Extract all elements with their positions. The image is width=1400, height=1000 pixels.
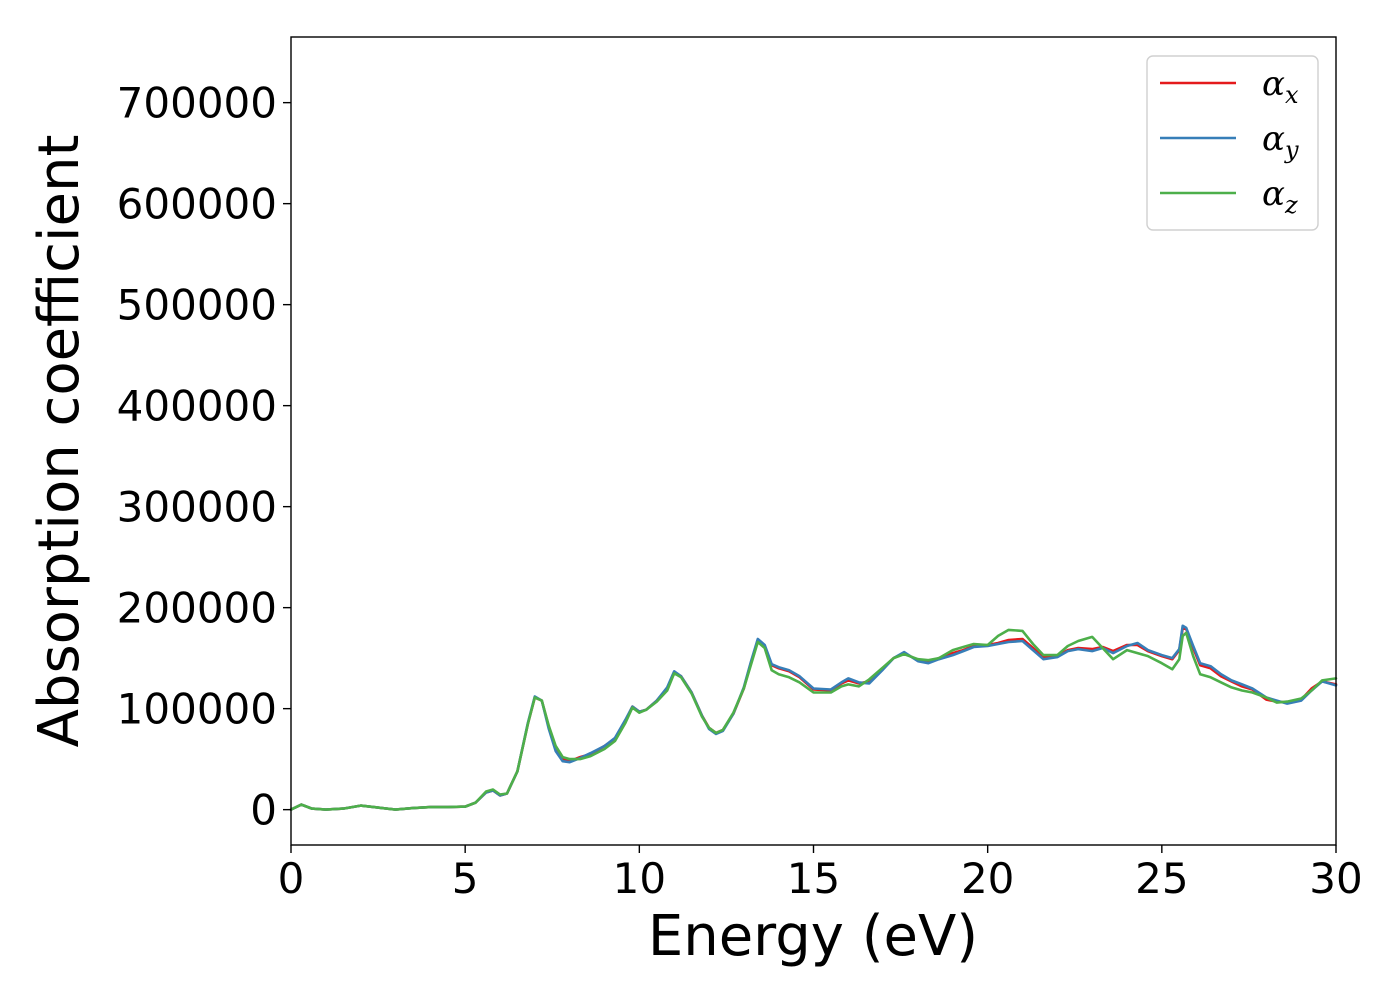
y-tick-label: 0 xyxy=(250,786,277,835)
x-tick-label: 15 xyxy=(787,854,840,903)
x-axis-label: Energy (eV) xyxy=(648,904,978,969)
x-tick-label: 25 xyxy=(1135,854,1188,903)
y-tick-label: 200000 xyxy=(117,584,277,633)
y-tick-label: 600000 xyxy=(117,180,277,229)
y-tick-label: 400000 xyxy=(117,382,277,431)
x-tick-label: 10 xyxy=(613,854,666,903)
y-tick-label: 300000 xyxy=(117,483,277,532)
series-group xyxy=(289,624,1338,811)
y-tick-label: 100000 xyxy=(117,685,277,734)
y-tick-label: 700000 xyxy=(117,79,277,128)
x-tick-label: 20 xyxy=(961,854,1014,903)
y-axis-label: Absorption coefficient xyxy=(27,135,92,748)
x-tick-label: 0 xyxy=(278,854,305,903)
x-tick-label: 30 xyxy=(1309,854,1362,903)
x-axis: 0 5 10 15 20 25 30 xyxy=(278,845,1363,903)
y-tick-label: 500000 xyxy=(117,281,277,330)
legend-box xyxy=(1146,55,1319,231)
x-tick-label: 5 xyxy=(452,854,479,903)
series-line-z xyxy=(289,628,1338,811)
y-axis: 0 100000 200000 300000 400000 500000 600000 700… xyxy=(117,79,291,835)
